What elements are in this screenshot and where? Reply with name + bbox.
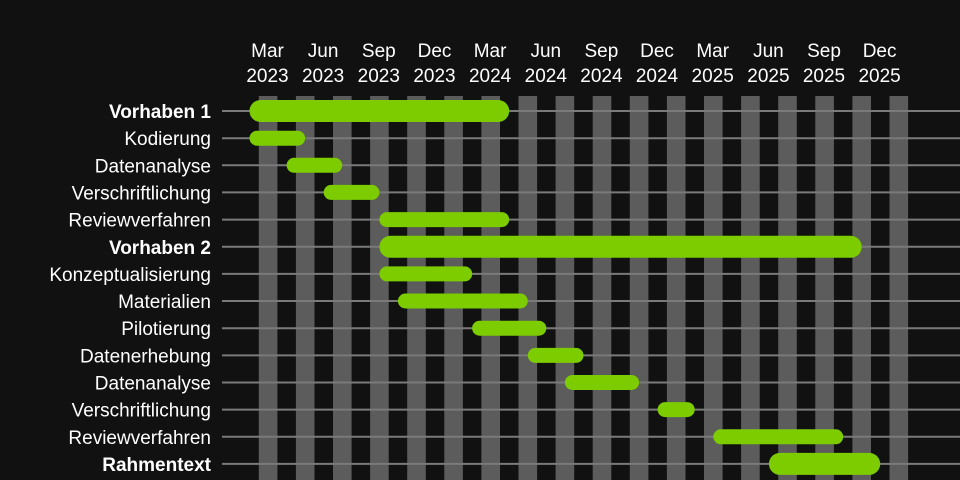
tick-label-year: 2023 (413, 66, 455, 87)
tick-label-year: 2023 (302, 66, 344, 87)
task-bar (472, 320, 547, 336)
tick-label-month: Jun (530, 41, 561, 62)
task-bar (323, 184, 380, 200)
task-bar (397, 293, 528, 309)
month-stripe (555, 96, 575, 480)
tick-label-month: Jun (308, 41, 339, 62)
month-stripe (258, 96, 278, 480)
month-stripe (295, 96, 315, 480)
task-label: Vorhaben 2 (109, 238, 211, 259)
month-stripe (704, 96, 723, 480)
task-label: Reviewverfahren (68, 428, 211, 449)
month-stripe (778, 96, 797, 480)
task-label: Rahmentext (102, 455, 211, 476)
task-bar (713, 429, 844, 445)
task-label: Reviewverfahren (68, 211, 211, 232)
tick-label-year: 2024 (525, 66, 568, 87)
tick-label-year: 2024 (580, 66, 623, 87)
month-stripe (889, 96, 909, 480)
tick-label-year: 2024 (469, 66, 512, 87)
task-label: Datenerhebung (80, 346, 211, 367)
task-label: Konzeptualisierung (49, 265, 211, 286)
x-axis-ticks: Mar 2023 Jun 2023 Sep 2023 Dec 2023 Mar 2024 Jun 20… (246, 41, 900, 87)
month-stripe (741, 96, 760, 480)
task-label: Materialien (118, 292, 211, 313)
task-bar (249, 130, 306, 146)
task-label: Verschriftlichung (72, 401, 211, 422)
month-stripe (592, 96, 612, 480)
month-stripe (370, 96, 389, 480)
tick-label-month: Mar (251, 41, 284, 62)
tick-label-month: Mar (696, 41, 729, 62)
task-label: Verschriftlichung (72, 183, 211, 204)
tick-label-year: 2023 (246, 66, 288, 87)
task-bar (249, 100, 510, 122)
month-stripe (333, 96, 352, 480)
tick-label-month: Dec (640, 41, 674, 62)
task-label: Kodierung (124, 129, 211, 150)
task-bar (379, 235, 862, 258)
tick-label-month: Mar (474, 41, 507, 62)
tick-label-year: 2023 (358, 66, 400, 87)
tick-label-year: 2025 (858, 66, 900, 87)
tick-label-month: Sep (362, 41, 396, 62)
tick-label-month: Dec (418, 41, 452, 62)
tick-label-year: 2025 (692, 66, 734, 87)
tick-label-month: Sep (584, 41, 618, 62)
task-bar (286, 157, 343, 173)
month-stripe (666, 96, 686, 480)
tick-label-month: Dec (863, 41, 897, 62)
task-bar (379, 212, 510, 228)
task-bar (657, 402, 695, 418)
month-stripe (518, 96, 538, 480)
month-stripe (481, 96, 500, 480)
task-label: Vorhaben 1 (109, 102, 211, 123)
month-stripe (407, 96, 426, 480)
task-label: Pilotierung (121, 319, 211, 340)
tick-label-month: Jun (753, 41, 784, 62)
tick-label-month: Sep (807, 41, 841, 62)
month-stripe (444, 96, 463, 480)
task-bar (527, 347, 584, 363)
task-labels: Vorhaben 1 Kodierung Datenanalyse Verschrif… (49, 102, 211, 476)
month-stripe (815, 96, 834, 480)
month-stripe (852, 96, 871, 480)
tick-label-year: 2025 (803, 66, 845, 87)
task-label: Datenanalyse (95, 156, 211, 177)
task-bar (379, 266, 473, 282)
tick-label-year: 2025 (747, 66, 789, 87)
task-bars (249, 100, 881, 475)
task-bar (564, 375, 640, 390)
month-stripe (629, 96, 649, 480)
task-bar (768, 452, 881, 475)
tick-label-year: 2024 (636, 66, 679, 87)
task-label: Datenanalyse (95, 374, 211, 395)
